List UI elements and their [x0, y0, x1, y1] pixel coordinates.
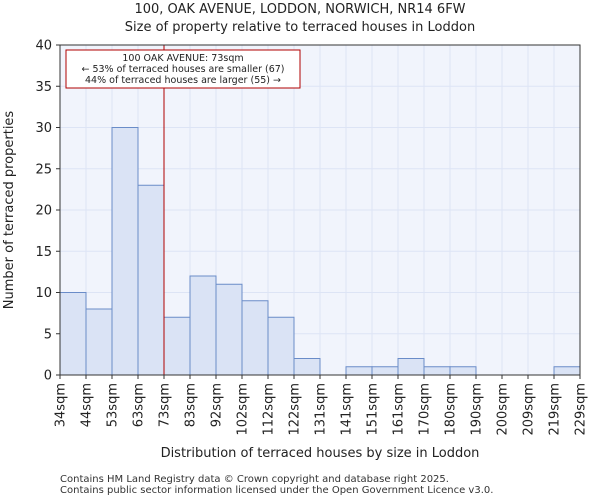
- y-tick-label: 0: [44, 369, 52, 384]
- bar: [397, 358, 425, 376]
- footer-line-2: Contains public sector information licen…: [60, 485, 494, 496]
- bar: [215, 283, 243, 376]
- bar: [111, 127, 139, 376]
- x-tick-label: 219sqm: [548, 383, 563, 436]
- x-tick-label: 102sqm: [236, 383, 251, 436]
- x-tick-labels: 34sqm 44sqm 53sqm 63sqm 73sqm 83sqm 92sqm 102sq…: [54, 375, 589, 436]
- x-tick-label: 209sqm: [522, 383, 537, 436]
- x-tick-label: 92sqm: [210, 383, 225, 427]
- x-tick-label: 151sqm: [366, 383, 381, 436]
- x-tick-label: 141sqm: [340, 383, 355, 436]
- bar: [553, 366, 581, 376]
- x-tick-label: 170sqm: [418, 383, 433, 436]
- footer-line-1: Contains HM Land Registry data © Crown c…: [60, 474, 449, 485]
- y-tick-label: 25: [35, 162, 52, 177]
- y-tick-label: 30: [35, 121, 52, 136]
- chart-subtitle: Size of property relative to terraced ho…: [124, 20, 476, 35]
- bar: [163, 316, 191, 376]
- x-tick-label: 44sqm: [80, 383, 95, 427]
- y-tick-label: 20: [35, 204, 52, 219]
- x-tick-label: 34sqm: [54, 383, 69, 427]
- chart-title: 100, OAK AVENUE, LODDON, NORWICH, NR14 6…: [134, 2, 466, 17]
- x-tick-label: 73sqm: [158, 383, 173, 427]
- x-tick-label: 63sqm: [132, 383, 147, 427]
- x-tick-label: 161sqm: [392, 383, 407, 436]
- bar: [423, 366, 451, 376]
- bar: [137, 184, 165, 376]
- x-tick-label: 190sqm: [470, 383, 485, 436]
- bar: [59, 292, 87, 376]
- bar: [449, 366, 477, 376]
- y-tick-labels: 0 5 10 15 20 25 30 35 40: [35, 39, 60, 384]
- x-tick-label: 53sqm: [106, 383, 121, 427]
- annotation-line-2: ← 53% of terraced houses are smaller (67…: [81, 64, 284, 75]
- y-tick-label: 5: [44, 327, 52, 342]
- x-axis-label: Distribution of terraced houses by size …: [161, 446, 480, 461]
- y-axis-label: Number of terraced properties: [2, 111, 17, 310]
- bar: [241, 300, 269, 376]
- y-tick-label: 10: [35, 286, 52, 301]
- annotation-line-3: 44% of terraced houses are larger (55) →: [85, 75, 281, 86]
- x-tick-label: 112sqm: [262, 383, 277, 436]
- x-tick-label: 122sqm: [288, 383, 303, 436]
- bars: [59, 127, 581, 376]
- bar: [345, 366, 373, 376]
- x-tick-label: 229sqm: [574, 383, 589, 436]
- bar: [189, 275, 217, 376]
- bar: [267, 316, 295, 376]
- x-tick-label: 131sqm: [314, 383, 329, 436]
- x-tick-label: 83sqm: [184, 383, 199, 427]
- x-tick-label: 200sqm: [496, 383, 511, 436]
- x-tick-label: 180sqm: [444, 383, 459, 436]
- annotation-border: [65, 49, 301, 89]
- y-tick-label: 15: [35, 245, 52, 260]
- y-tick-label: 35: [35, 80, 52, 95]
- annotation-box: 100 OAK AVENUE: 73sqm ← 53% of terraced …: [65, 49, 301, 89]
- bar: [371, 366, 399, 376]
- bar: [293, 358, 321, 376]
- bar: [85, 308, 113, 376]
- y-tick-label: 40: [35, 39, 52, 54]
- annotation-line-1: 100 OAK AVENUE: 73sqm: [122, 53, 243, 64]
